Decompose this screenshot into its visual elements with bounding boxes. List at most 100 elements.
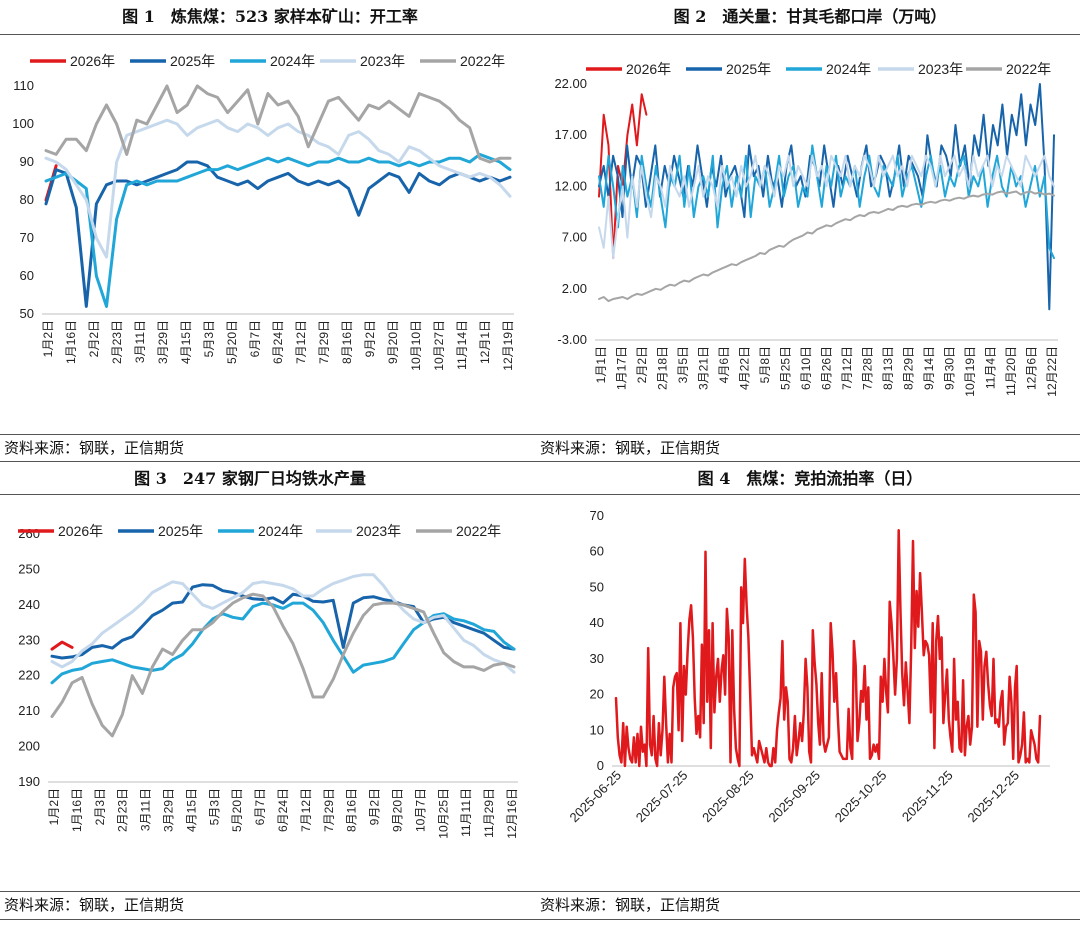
chart1-x-tick-label: 2月2日 [87, 320, 101, 357]
chart3-legend-label-2026: 2026年 [58, 523, 103, 539]
chart3-x-tick-label: 10月7日 [413, 788, 427, 832]
chart3-x-tick-label: 8月16日 [345, 788, 359, 832]
chart1-series-line-2022 [44, 84, 512, 164]
chart3-x-tick-label: 9月2日 [368, 788, 382, 825]
divider-lower [0, 494, 1080, 495]
chart1-x-tick-label: 2月23日 [110, 320, 124, 364]
chart1-y-tick-label: 50 [20, 306, 34, 321]
chart1-y-tick-label: 100 [12, 116, 34, 131]
chart4-x-tick-label: 2025-11-25 [899, 768, 956, 825]
chart3-legend-label-2024: 2024年 [258, 523, 303, 539]
chart3-x-tick-label: 11月29日 [482, 788, 496, 838]
chart4-y-tick-label: 0 [597, 758, 604, 773]
chart2-legend-label-2026: 2026年 [626, 61, 671, 77]
chart4-x-tick-label: 2025-10-25 [832, 768, 890, 826]
chart3-source: 资料来源：钢联，正信期货 [4, 896, 185, 914]
divider-top [0, 34, 1080, 35]
chart3-x-tick-label: 2月23日 [116, 788, 130, 832]
chart2-y-tick-label: 2.00 [562, 281, 587, 296]
chart4-y-tick-label: 70 [590, 508, 604, 523]
chart2-x-tick-label: 9月30日 [943, 346, 957, 390]
chart1-x-tick-label: 5月3日 [202, 320, 216, 357]
chart4-x-tick-label: 2025-07-25 [633, 768, 691, 826]
chart1-x-tick-label: 4月15日 [179, 320, 193, 364]
chart2-x-tick-label: 8月13日 [881, 346, 895, 390]
chart3-y-tick-label: 260 [18, 526, 40, 541]
chart3-x-tick-label: 4月15日 [184, 788, 198, 832]
chart2-x-tick-label: 1月1日 [594, 346, 608, 383]
chart2-svg: -3.00 2.00 7.00 12.00 17.00 22.00 1月1日 1月17日 2月2… [554, 61, 1059, 397]
chart3-x-tick-label: 7月12日 [299, 788, 313, 832]
chart1-x-tick-label: 1月2日 [41, 320, 55, 357]
chart3-y-tick-label: 200 [18, 739, 40, 754]
chart3-title: 图 3 247 家钢厂日均铁水产量 [134, 469, 366, 488]
chart3-x-tick-label: 6月7日 [253, 788, 267, 825]
chart3-legend-label-2023: 2023年 [356, 523, 401, 539]
chart1-legend-label-2025: 2025年 [170, 53, 215, 69]
chart1-x-tick-label: 8月16日 [340, 320, 354, 364]
chart2-x-tick-label: 11月20日 [1004, 346, 1018, 396]
chart1-x-tick-label: 6月24日 [271, 320, 285, 364]
chart3-x-tick-label: 1月2日 [47, 788, 61, 825]
chart3-x-tick-label: 12月16日 [505, 788, 519, 839]
chart1-legend-label-2023: 2023年 [360, 53, 405, 69]
chart2-series-line-2022 [598, 190, 1055, 303]
chart1-x-tick-label: 10月27日 [432, 320, 446, 371]
chart3-y-tick-label: 190 [18, 774, 40, 789]
chart2-x-tick-label: 2月2日 [635, 346, 649, 383]
chart2-x-tick-label: 11月4日 [984, 346, 998, 389]
chart3-y-tick-label: 230 [18, 632, 40, 647]
chart4-y-tick-label: 20 [590, 687, 604, 702]
chart4-y-tick-label: 40 [590, 615, 604, 630]
chart4-x-tick-label: 2025-06-25 [566, 768, 624, 826]
chart3-series-line-2026 [50, 640, 74, 651]
chart2-x-tick-label: 12月22日 [1045, 346, 1059, 397]
chart2-x-tick-label: 7月28日 [861, 346, 875, 390]
chart2-y-tick-label: 12.00 [554, 178, 587, 193]
chart2-title: 图 2 通关量：甘其毛都口岸（万吨） [673, 7, 947, 26]
chart3-x-tick-label: 10月25日 [436, 788, 450, 839]
divider-middle [0, 461, 1080, 462]
chart1-x-tick-label: 1月16日 [64, 320, 78, 364]
chart2-source: 资料来源：钢联，正信期货 [540, 439, 721, 457]
chart3-x-tick-label: 6月24日 [276, 788, 290, 832]
chart2-x-tick-label: 6月10日 [799, 346, 813, 390]
chart1-legend-label-2024: 2024年 [270, 53, 315, 69]
chart3-x-tick-label: 11月11日 [459, 788, 473, 837]
chart3-series-line-2022 [50, 592, 516, 738]
chart3-legend-label-2022: 2022年 [456, 523, 501, 539]
chart4-y-tick-label: 50 [590, 579, 604, 594]
divider-source-top [0, 434, 1080, 435]
chart2-x-tick-label: 3月21日 [697, 346, 711, 390]
chart1-x-tick-label: 3月11日 [133, 320, 147, 363]
chart4-source: 资料来源：钢联，正信期货 [540, 896, 721, 914]
chart3-x-tick-label: 5月3日 [207, 788, 221, 825]
chart1-legend-label-2022: 2022年 [460, 53, 505, 69]
chart1-x-tick-label: 12月19日 [501, 320, 515, 371]
chart2-x-tick-label: 1月17日 [615, 346, 629, 390]
chart1-x-tick-label: 3月29日 [156, 320, 170, 364]
chart4-y-tick-label: 30 [590, 651, 604, 666]
chart2-legend-label-2022: 2022年 [1006, 61, 1051, 77]
chart2-x-tick-label: 3月5日 [676, 346, 690, 383]
chart1-x-tick-label: 10月10日 [409, 320, 423, 371]
chart1-x-tick-label: 5月20日 [225, 320, 239, 364]
chart1-x-tick-label: 12月1日 [478, 320, 492, 364]
chart2-x-tick-label: 10月19日 [963, 346, 977, 397]
chart1-x-tick-label: 9月2日 [363, 320, 377, 357]
chart4-y-tick-label: 10 [590, 722, 604, 737]
divider-source-bottom [0, 891, 1080, 892]
chart1-x-tick-label: 9月20日 [386, 320, 400, 364]
chart2-y-tick-label: 17.00 [554, 127, 587, 142]
chart1-title: 图 1 炼焦煤：523 家样本矿山：开工率 [122, 7, 418, 26]
chart3-x-tick-label: 3月11日 [139, 788, 153, 831]
chart2-x-tick-label: 2月18日 [656, 346, 670, 390]
chart1-y-tick-label: 60 [20, 268, 34, 283]
chart2-legend-label-2025: 2025年 [726, 61, 771, 77]
chart4-series-line-flow-rate [614, 529, 1042, 768]
chart3-x-tick-label: 2月3日 [93, 788, 107, 825]
chart1-x-tick-label: 11月14日 [455, 320, 469, 370]
chart4-x-tick-label: 2025-09-25 [765, 768, 823, 826]
chart3-svg: 190 200 210 220 230 240 250 260 1月2日 1月16日 2月3日 2月2… [18, 523, 519, 839]
chart3-y-tick-label: 250 [18, 561, 40, 576]
